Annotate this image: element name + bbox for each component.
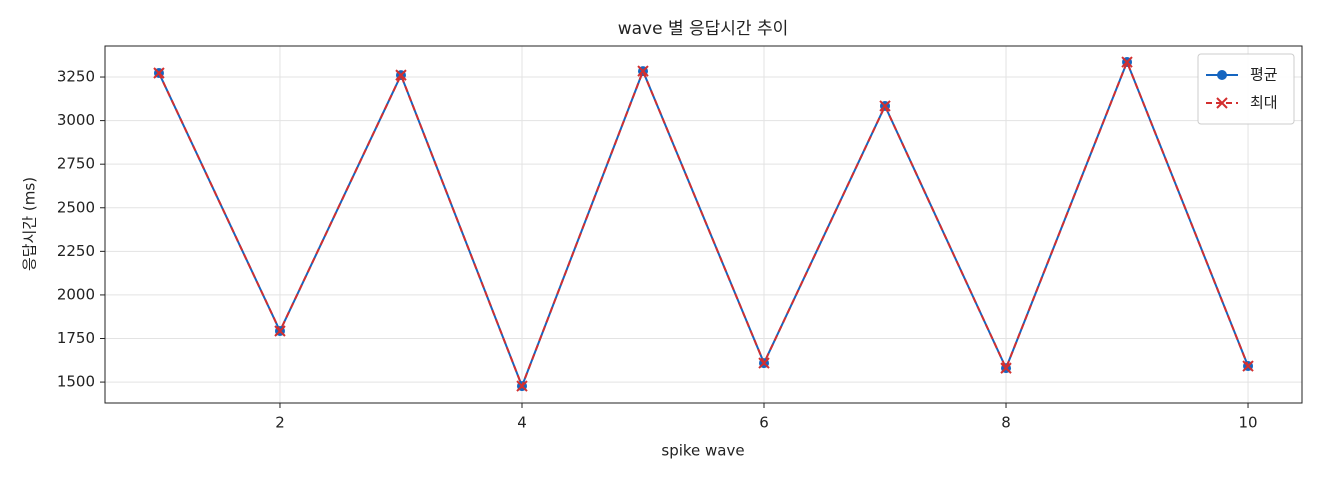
x-axis-label: spike wave <box>661 442 744 460</box>
legend-label: 평균 <box>1250 66 1278 84</box>
marker <box>1000 362 1012 374</box>
marker <box>1217 70 1227 80</box>
legend-box <box>1197 53 1295 125</box>
marker <box>1216 97 1228 109</box>
marker <box>879 100 891 112</box>
legend-label: 최대 <box>1250 94 1278 112</box>
marker <box>274 325 286 337</box>
marker <box>1242 360 1254 372</box>
x-tick-label: 2 <box>275 414 285 432</box>
x-tick-label: 6 <box>759 414 769 432</box>
marker <box>516 380 528 392</box>
plot-frame <box>104 45 1303 404</box>
y-tick-label: 3250 <box>57 68 95 86</box>
marker <box>153 67 165 79</box>
series-line <box>158 59 1249 389</box>
marker <box>758 357 770 369</box>
x-tick-label: 4 <box>517 414 527 432</box>
series-line <box>158 59 1249 389</box>
y-tick-label: 1500 <box>57 373 95 391</box>
x-tick-label: 8 <box>1001 414 1011 432</box>
y-tick-label: 3000 <box>57 111 95 129</box>
y-axis-label: 응답시간 (ms) <box>21 177 39 271</box>
x-tick-label: 10 <box>1238 414 1257 432</box>
marker <box>1121 56 1133 68</box>
chart-title: wave 별 응답시간 추이 <box>618 19 789 39</box>
y-tick-label: 2000 <box>57 285 95 303</box>
y-tick-label: 2500 <box>57 198 95 216</box>
y-tick-label: 2250 <box>57 242 95 260</box>
marker <box>637 65 649 77</box>
y-tick-label: 1750 <box>57 329 95 347</box>
marker <box>395 69 407 81</box>
y-tick-label: 2750 <box>57 155 95 173</box>
